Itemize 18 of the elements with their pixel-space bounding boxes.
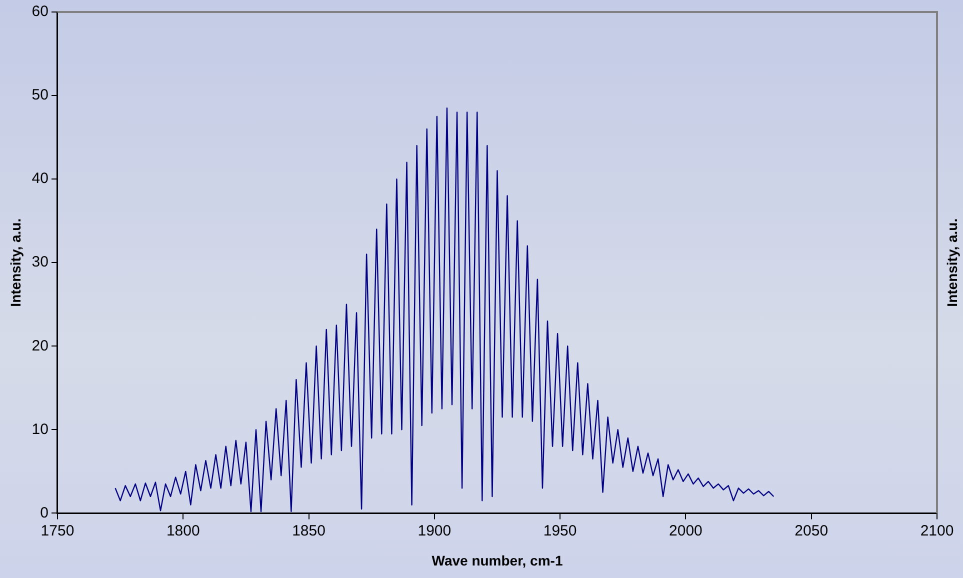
y-tick-label: 30 [32, 254, 48, 271]
x-tick-label: 2100 [920, 522, 954, 540]
y2-axis-title: Intensity, a.u. [944, 218, 960, 307]
y-tick-label: 10 [32, 420, 48, 438]
x-tick-label: 1950 [543, 522, 577, 540]
y-axis-title: Intensity, a.u. [7, 218, 24, 307]
y-tick-label: 40 [32, 170, 48, 188]
y-tick-label: 60 [32, 3, 48, 20]
x-tick-label: 1900 [418, 522, 452, 540]
y-tick-label: 0 [40, 504, 48, 522]
x-tick-label: 2050 [794, 522, 828, 540]
y-tick-label: 20 [32, 337, 48, 354]
x-tick-label: 1850 [292, 522, 326, 540]
x-tick-label: 1800 [166, 522, 200, 540]
x-tick-label: 1750 [40, 522, 74, 540]
y-tick-label: 50 [32, 86, 48, 104]
x-axis-title: Wave number, cm-1 [432, 552, 563, 568]
x-tick-label: 2000 [669, 522, 702, 540]
